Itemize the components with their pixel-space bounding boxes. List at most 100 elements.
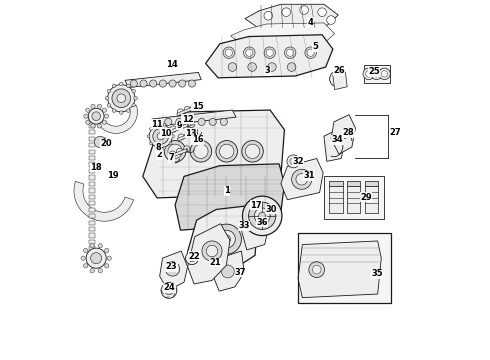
- Circle shape: [98, 269, 102, 273]
- Circle shape: [88, 108, 104, 124]
- Circle shape: [112, 89, 131, 108]
- Circle shape: [211, 224, 242, 254]
- Text: 2: 2: [157, 150, 163, 159]
- Bar: [89, 201, 96, 206]
- Bar: [89, 233, 96, 238]
- Text: 14: 14: [166, 60, 177, 69]
- Text: 23: 23: [166, 262, 177, 271]
- Polygon shape: [175, 164, 285, 230]
- Circle shape: [91, 104, 95, 109]
- Polygon shape: [331, 115, 355, 154]
- Polygon shape: [177, 106, 195, 116]
- Polygon shape: [205, 35, 333, 78]
- Circle shape: [170, 151, 176, 157]
- Bar: [89, 214, 96, 219]
- Text: 19: 19: [107, 171, 119, 180]
- Polygon shape: [212, 251, 245, 291]
- Text: 29: 29: [361, 193, 372, 202]
- Circle shape: [134, 96, 137, 100]
- Circle shape: [172, 135, 174, 138]
- Circle shape: [102, 108, 107, 112]
- Text: 25: 25: [368, 67, 380, 76]
- Text: 3: 3: [265, 66, 270, 75]
- Text: 31: 31: [303, 171, 315, 180]
- Circle shape: [102, 120, 107, 124]
- Circle shape: [90, 244, 94, 248]
- Polygon shape: [98, 105, 137, 134]
- Text: 12: 12: [182, 114, 194, 123]
- Circle shape: [149, 142, 152, 145]
- Circle shape: [264, 12, 272, 20]
- Text: 8: 8: [155, 143, 161, 152]
- Bar: [298, 233, 392, 303]
- Bar: [89, 124, 96, 128]
- Bar: [89, 195, 96, 199]
- Bar: [89, 130, 96, 134]
- Circle shape: [220, 118, 227, 126]
- Circle shape: [318, 8, 326, 17]
- Circle shape: [244, 47, 255, 58]
- Polygon shape: [188, 224, 230, 284]
- Circle shape: [248, 202, 276, 229]
- Bar: [89, 246, 96, 251]
- Text: 17: 17: [250, 201, 262, 210]
- Circle shape: [176, 118, 183, 126]
- Polygon shape: [160, 251, 188, 291]
- Polygon shape: [95, 138, 107, 146]
- Bar: [329, 181, 343, 186]
- Text: 35: 35: [371, 269, 383, 278]
- Text: 20: 20: [100, 139, 112, 148]
- Circle shape: [268, 63, 276, 71]
- Circle shape: [190, 140, 212, 162]
- Circle shape: [117, 94, 125, 103]
- Circle shape: [176, 148, 183, 155]
- Bar: [89, 136, 96, 141]
- Text: 36: 36: [256, 218, 268, 227]
- Circle shape: [187, 118, 194, 126]
- Polygon shape: [143, 110, 285, 198]
- Text: 24: 24: [164, 283, 175, 292]
- Circle shape: [132, 104, 136, 107]
- Bar: [347, 181, 361, 186]
- Circle shape: [221, 265, 234, 278]
- Circle shape: [153, 129, 169, 144]
- Polygon shape: [324, 129, 344, 161]
- Polygon shape: [281, 158, 323, 200]
- Polygon shape: [125, 72, 201, 87]
- Circle shape: [86, 108, 90, 112]
- Circle shape: [266, 49, 273, 56]
- Circle shape: [164, 140, 186, 162]
- Circle shape: [188, 255, 196, 262]
- Bar: [89, 169, 96, 173]
- Bar: [89, 227, 96, 231]
- Text: 13: 13: [185, 129, 197, 138]
- Circle shape: [285, 47, 296, 58]
- Circle shape: [140, 80, 147, 87]
- Circle shape: [209, 118, 216, 126]
- Polygon shape: [298, 241, 381, 298]
- Circle shape: [223, 47, 235, 58]
- Text: 7: 7: [169, 153, 174, 162]
- Polygon shape: [188, 206, 258, 271]
- Circle shape: [184, 146, 190, 152]
- Circle shape: [107, 104, 111, 107]
- Circle shape: [309, 262, 324, 278]
- Text: 30: 30: [265, 205, 276, 214]
- Circle shape: [120, 82, 123, 86]
- Circle shape: [305, 47, 317, 58]
- Bar: [89, 149, 96, 154]
- Circle shape: [98, 244, 102, 248]
- Circle shape: [191, 104, 197, 110]
- Circle shape: [218, 230, 235, 248]
- Circle shape: [220, 144, 234, 158]
- Circle shape: [264, 47, 275, 58]
- Bar: [89, 117, 96, 122]
- Circle shape: [107, 256, 111, 260]
- Text: 28: 28: [343, 128, 354, 137]
- Circle shape: [188, 80, 196, 87]
- Polygon shape: [333, 72, 347, 90]
- Circle shape: [184, 106, 190, 112]
- Text: 18: 18: [90, 163, 102, 172]
- Circle shape: [126, 84, 130, 87]
- Text: 6: 6: [190, 128, 196, 137]
